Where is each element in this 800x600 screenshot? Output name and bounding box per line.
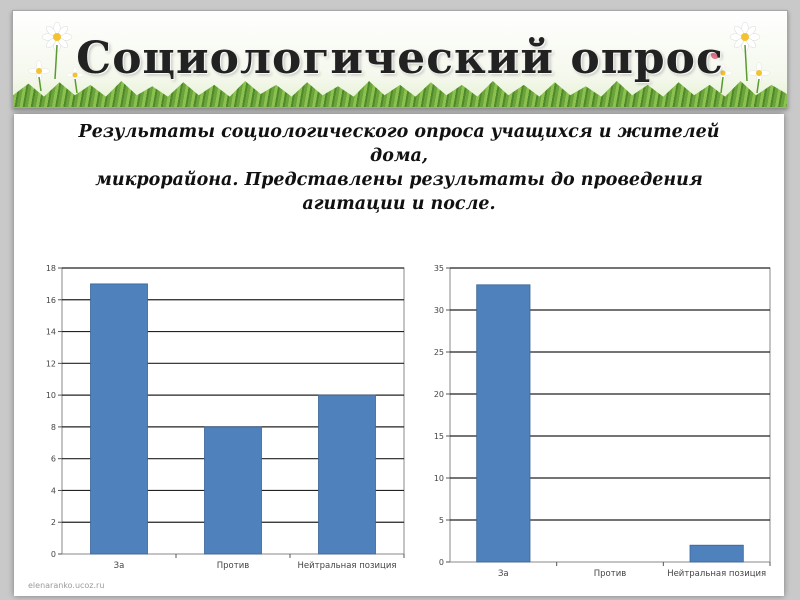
y-tick-label: 6 <box>51 455 56 464</box>
y-tick-label: 18 <box>46 264 56 273</box>
subtitle: Результаты социологического опроса учащи… <box>54 120 744 216</box>
y-tick-label: 25 <box>434 348 444 357</box>
bar <box>689 544 744 563</box>
grass-decoration <box>13 81 787 107</box>
subtitle-line: агитации и после. <box>302 194 496 214</box>
daisy-flowers-icon <box>28 21 87 94</box>
y-tick-label: 8 <box>51 423 56 432</box>
y-tick-label: 14 <box>46 328 56 337</box>
bar <box>90 283 148 555</box>
x-tick-label: За <box>498 569 509 579</box>
y-tick-label: 20 <box>434 390 444 399</box>
x-tick-label: Против <box>217 561 249 571</box>
x-tick-label: Нейтральная позиция <box>667 569 766 579</box>
subtitle-line: микрорайона. Представлены результаты до … <box>95 170 703 190</box>
y-tick-label: 4 <box>51 486 56 495</box>
watermark: elenaranko.ucoz.ru <box>28 581 105 590</box>
x-tick-label: Против <box>594 569 626 579</box>
bar <box>476 284 531 563</box>
y-tick-label: 10 <box>434 474 444 483</box>
y-tick-label: 16 <box>46 296 56 305</box>
daisy-flowers-icon <box>711 21 770 94</box>
subtitle-line: дома, <box>370 146 428 166</box>
y-tick-label: 5 <box>439 516 444 525</box>
y-tick-label: 15 <box>434 432 444 441</box>
bar-chart-after: 0 5 10 15 20 25 30 35 За Против Нейтральная позици… <box>434 264 771 579</box>
bar <box>318 394 376 555</box>
y-tick-label: 35 <box>434 264 444 273</box>
y-tick-label: 30 <box>434 306 444 315</box>
content-panel: Результаты социологического опроса учащи… <box>14 114 784 596</box>
y-tick-label: 0 <box>439 558 444 567</box>
page-title: Социологический опрос <box>76 33 724 84</box>
header-banner: Социологический опрос <box>12 10 788 108</box>
y-tick-label: 2 <box>51 518 56 527</box>
y-tick-label: 10 <box>46 391 56 400</box>
subtitle-line: Результаты социологического опроса учащи… <box>78 122 720 142</box>
y-tick-label: 12 <box>46 359 56 368</box>
bar-chart-before: 0 2 4 6 8 10 12 14 16 18 За Против Нейтральная позиц… <box>46 264 405 571</box>
bar <box>204 426 262 555</box>
x-tick-label: Нейтральная позиция <box>298 561 397 571</box>
x-tick-label: За <box>114 561 125 571</box>
y-tick-label: 0 <box>51 550 56 559</box>
